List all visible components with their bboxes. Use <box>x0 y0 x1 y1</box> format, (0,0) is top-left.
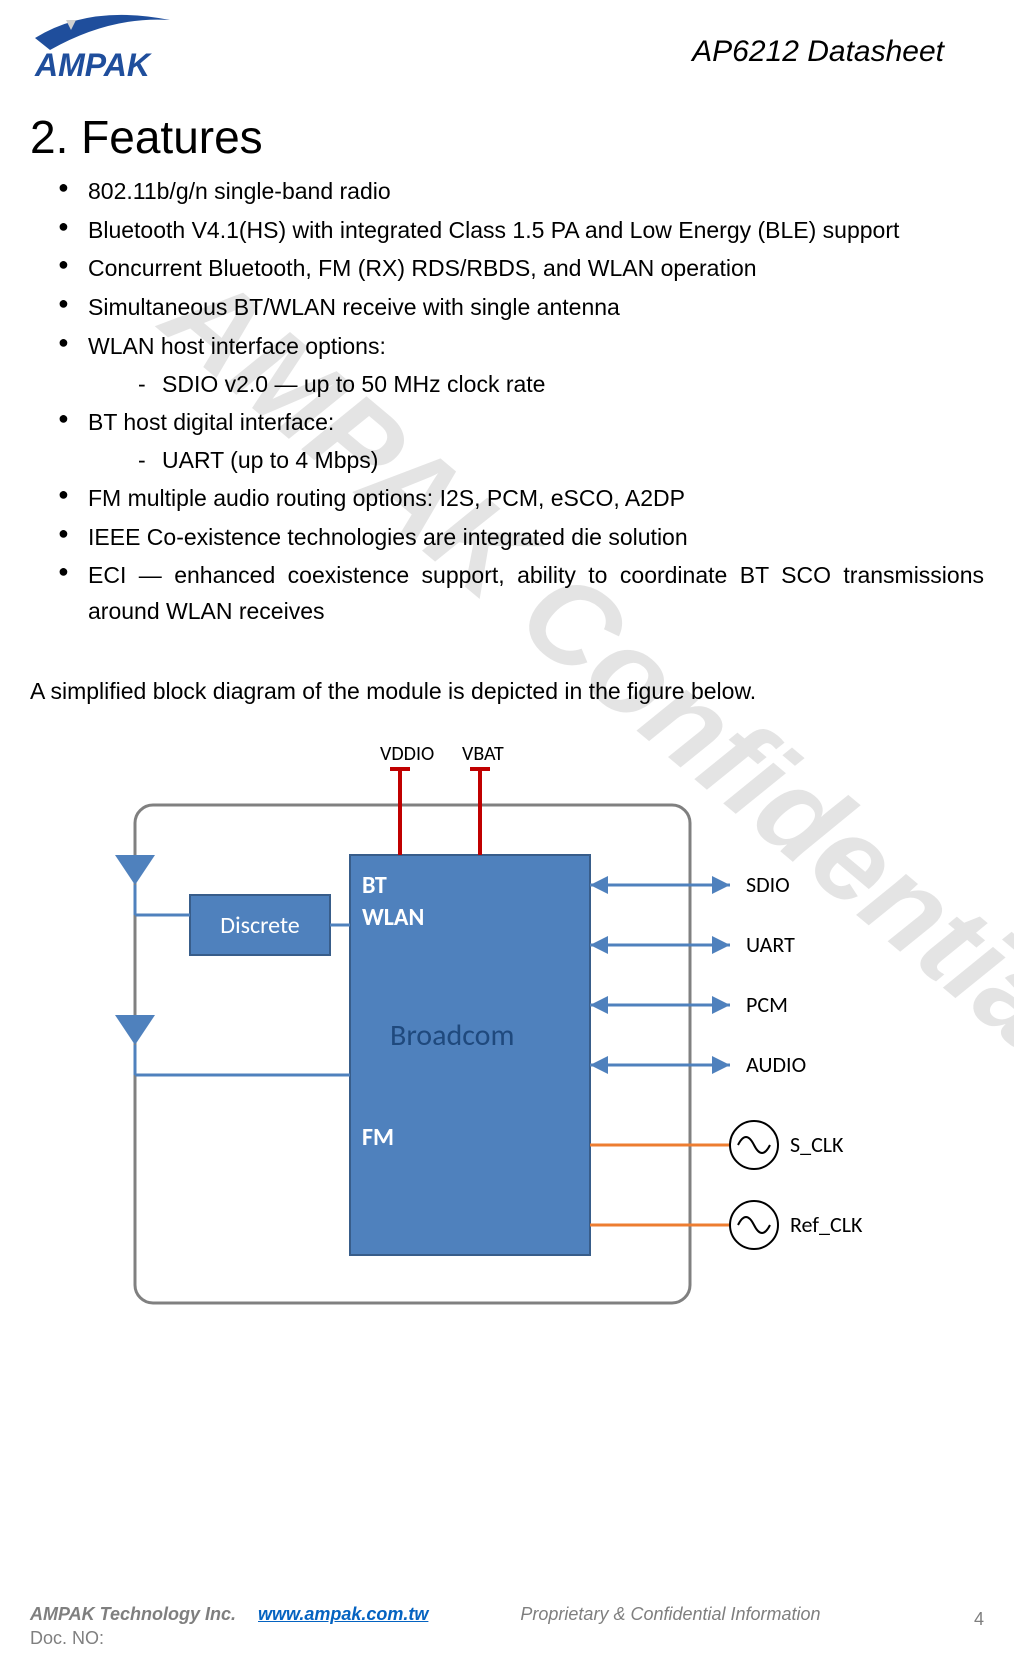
footer-url: www.ampak.com.tw <box>258 1603 428 1626</box>
features-list: 802.11b/g/n single-band radio Bluetooth V… <box>30 174 984 630</box>
svg-text:SDIO: SDIO <box>746 871 790 898</box>
footer-company: AMPAK Technology Inc. <box>30 1603 236 1626</box>
feature-item: BT host digital interface: <box>58 405 984 441</box>
feature-item: Concurrent Bluetooth, FM (RX) RDS/RBDS, … <box>58 251 984 287</box>
svg-text:VDDIO: VDDIO <box>380 742 434 766</box>
svg-text:AUDIO: AUDIO <box>746 1051 806 1078</box>
feature-item: ECI — enhanced coexistence support, abil… <box>58 558 984 629</box>
feature-text: Bluetooth V4.1(HS) with integrated Class… <box>88 217 899 243</box>
svg-text:S_CLK: S_CLK <box>790 1131 844 1158</box>
feature-item: WLAN host interface options: <box>58 329 984 365</box>
svg-text:UART: UART <box>746 931 795 958</box>
page-footer: AMPAK Technology Inc. www.ampak.com.tw P… <box>30 1603 984 1656</box>
feature-text: WLAN host interface options: <box>88 333 386 359</box>
svg-text:FM: FM <box>362 1123 394 1152</box>
feature-item: Simultaneous BT/WLAN receive with single… <box>58 290 984 326</box>
svg-text:Ref_CLK: Ref_CLK <box>790 1211 863 1238</box>
page-header: AMPAK AP6212 Datasheet <box>30 10 984 90</box>
svg-text:Discrete: Discrete <box>220 911 299 940</box>
feature-text: FM multiple audio routing options: I2S, … <box>88 485 685 511</box>
feature-item: 802.11b/g/n single-band radio <box>58 174 984 210</box>
svg-text:Broadcom: Broadcom <box>390 1017 514 1054</box>
ampak-logo: AMPAK <box>30 10 200 90</box>
feature-sublist: UART (up to 4 Mbps) <box>58 443 984 479</box>
feature-text: 802.11b/g/n single-band radio <box>88 178 391 204</box>
feature-text: ECI — enhanced coexistence support, abil… <box>88 562 984 624</box>
svg-text:VBAT: VBAT <box>462 742 504 766</box>
feature-text: Concurrent Bluetooth, FM (RX) RDS/RBDS, … <box>88 255 757 281</box>
footer-docno: Doc. NO: <box>30 1627 821 1650</box>
block-diagram: BT WLAN Broadcom FM Discrete VDDIO VBAT SDIO UAR… <box>90 735 984 1340</box>
section-heading: 2. Features <box>30 110 984 164</box>
feature-text: BT host digital interface: <box>88 409 334 435</box>
svg-text:AMPAK: AMPAK <box>34 47 153 83</box>
page-number: 4 <box>974 1609 984 1630</box>
feature-text: Simultaneous BT/WLAN receive with single… <box>88 294 620 320</box>
feature-sublist: SDIO v2.0 — up to 50 MHz clock rate <box>58 367 984 403</box>
feature-item: IEEE Co-existence technologies are integ… <box>58 520 984 556</box>
feature-item: Bluetooth V4.1(HS) with integrated Class… <box>58 213 984 249</box>
feature-item: FM multiple audio routing options: I2S, … <box>58 481 984 517</box>
diagram-intro-text: A simplified block diagram of the module… <box>30 678 984 705</box>
svg-text:WLAN: WLAN <box>362 903 424 932</box>
footer-proprietary: Proprietary & Confidential Information <box>520 1603 820 1626</box>
feature-subitem: SDIO v2.0 — up to 50 MHz clock rate <box>138 367 984 403</box>
feature-subitem: UART (up to 4 Mbps) <box>138 443 984 479</box>
svg-text:PCM: PCM <box>746 991 788 1018</box>
document-title: AP6212 Datasheet <box>692 35 944 69</box>
feature-text: IEEE Co-existence technologies are integ… <box>88 524 688 550</box>
svg-text:BT: BT <box>362 871 387 900</box>
